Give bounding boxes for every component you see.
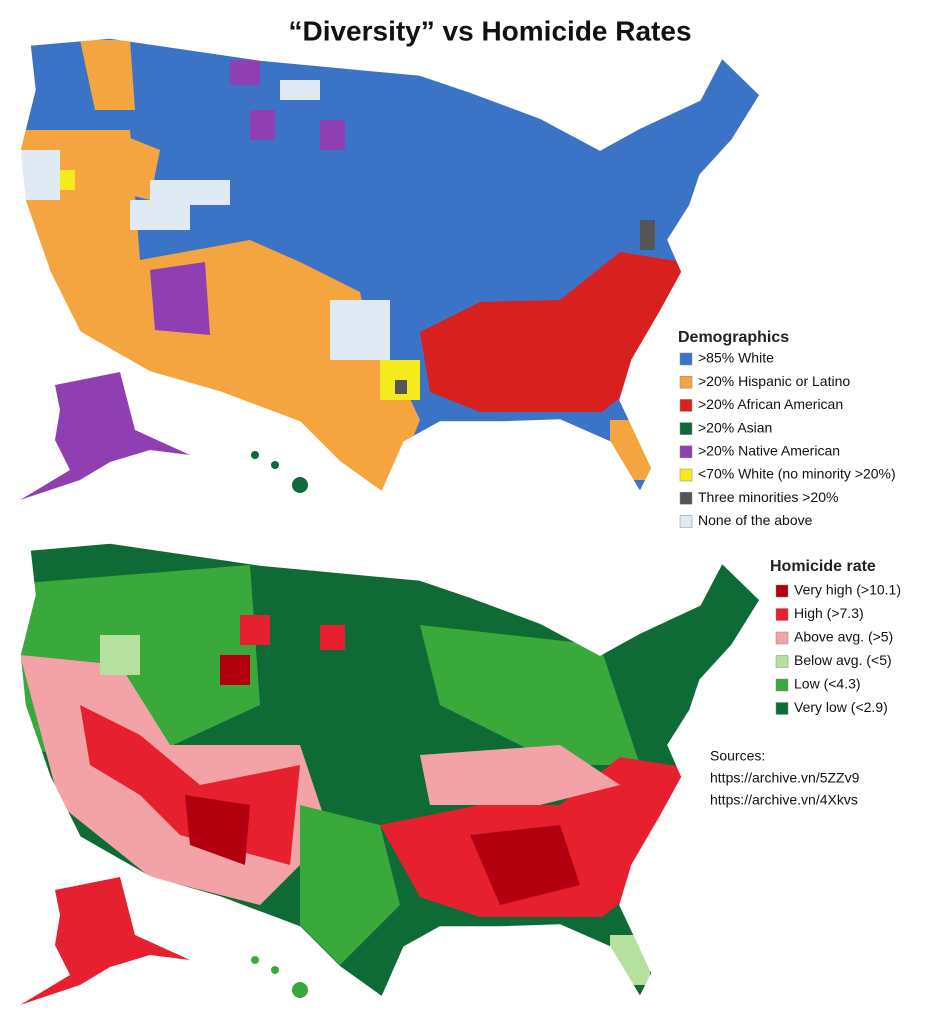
legend-label: >20% Asian <box>698 419 772 435</box>
legend-swatch <box>775 584 789 598</box>
legend-label: >20% African American <box>698 396 843 412</box>
legend-label: Three minorities >20% <box>698 489 838 505</box>
legend-swatch <box>679 399 693 412</box>
legend-swatch <box>775 608 789 621</box>
legend-label: Very high (>10.1) <box>794 582 901 598</box>
legend-swatch <box>679 445 693 459</box>
legend-swatch <box>775 678 789 692</box>
legend-label: <70% White (no minority >20%) <box>698 466 896 482</box>
legend-swatch <box>679 422 693 435</box>
legend-label: Above avg. (>5) <box>794 629 893 645</box>
homicide-title: Homicide rate <box>770 558 876 575</box>
legend-label: >20% Native American <box>698 443 840 459</box>
legend-label: Low (<4.3) <box>794 676 861 692</box>
legend-label: >20% Hispanic or Latino <box>698 373 850 389</box>
title: “Diversity” vs Homicide Rates <box>288 15 691 46</box>
source-link: https://archive.vn/4Xkvs <box>710 792 858 808</box>
legend-label: >85% White <box>698 350 774 366</box>
legend-label: High (>7.3) <box>794 605 864 621</box>
legend-swatch <box>775 655 789 668</box>
demographics-map <box>19 37 761 500</box>
legend-swatch <box>679 352 693 366</box>
source-link: https://archive.vn/5ZZv9 <box>710 770 860 786</box>
legends: >85% White >20% Hispanic or Latino >20% Af… <box>679 350 901 808</box>
legend-label: None of the above <box>698 512 813 528</box>
homicide-map <box>19 542 761 1005</box>
legend-swatch <box>679 491 693 505</box>
sources-title: Sources: <box>710 748 765 764</box>
legend-swatch <box>775 702 789 715</box>
legend-label: Very low (<2.9) <box>794 699 888 715</box>
legend-swatch <box>679 375 693 389</box>
legend-label: Below avg. (<5) <box>794 652 892 668</box>
demographics-title: Demographics <box>678 329 789 346</box>
legend-swatch <box>679 468 693 482</box>
legend-swatch <box>679 515 693 528</box>
legend-swatch <box>775 631 789 645</box>
